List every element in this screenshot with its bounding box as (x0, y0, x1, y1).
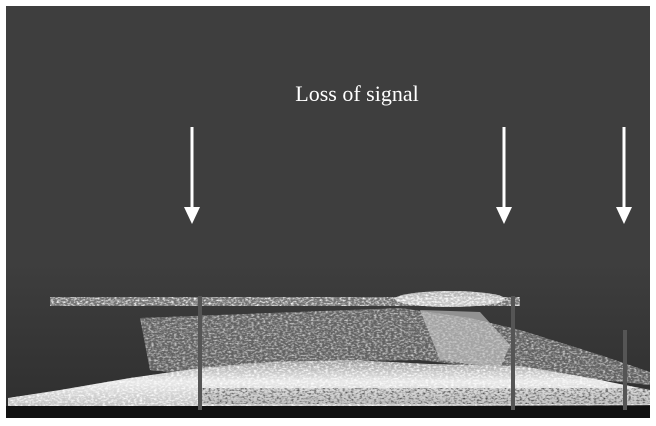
bottom-shadow (6, 406, 650, 418)
scan-image: Loss of signal (0, 0, 656, 426)
annotation: Loss of signal (295, 81, 418, 106)
page: Loss of signal (() => { const data = JSO… (0, 0, 656, 426)
